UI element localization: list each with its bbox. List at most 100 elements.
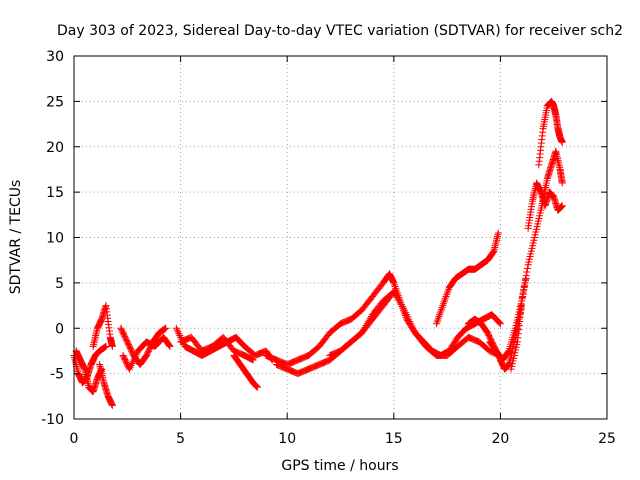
y-axis-label: SDTVAR / TECUs <box>8 180 24 295</box>
data-point <box>172 324 180 332</box>
data-points <box>70 97 566 409</box>
data-point <box>496 320 504 328</box>
data-point-interp <box>393 293 401 301</box>
series-sat-s <box>539 147 566 205</box>
data-point-interp <box>397 301 405 309</box>
data-point-interp <box>441 296 449 304</box>
x-tick-label: 20 <box>491 431 509 447</box>
data-point-interp <box>496 319 504 327</box>
data-point-interp <box>131 354 139 362</box>
data-point-interp <box>443 289 451 297</box>
series-sat-r <box>535 97 566 169</box>
data-point-interp <box>360 325 368 333</box>
y-tick-label: 20 <box>46 140 64 156</box>
data-point <box>390 279 398 287</box>
data-point <box>253 383 261 391</box>
data-point-interp <box>434 314 442 322</box>
data-point-interp <box>366 314 374 322</box>
data-point <box>518 297 526 305</box>
data-point-interp <box>436 309 444 317</box>
data-point-interp <box>520 286 528 294</box>
data-point-interp <box>175 330 183 338</box>
data-point-interp <box>391 283 399 291</box>
plot-frame <box>73 55 608 420</box>
data-point-interp <box>165 341 173 349</box>
data-point <box>108 401 116 409</box>
y-tick-label: 0 <box>55 321 64 337</box>
data-point <box>390 288 398 296</box>
data-point <box>102 342 110 350</box>
data-point-interp <box>399 304 407 312</box>
series-sat-m <box>432 229 502 328</box>
data-point-interp <box>522 272 530 280</box>
data-point <box>249 356 257 364</box>
data-point-interp <box>521 279 529 287</box>
data-point <box>439 302 447 310</box>
data-point-interp <box>441 294 449 302</box>
data-point-interp <box>362 322 370 330</box>
data-point <box>558 138 566 146</box>
x-tick-label: 5 <box>176 431 185 447</box>
data-point-interp <box>390 281 398 289</box>
y-tick-labels: -10 -5 0 5 10 15 20 25 30 <box>41 49 64 428</box>
series-sat-d <box>96 361 116 409</box>
data-point-interp <box>495 318 503 326</box>
data-point-interp <box>518 293 526 301</box>
data-point <box>125 365 133 373</box>
data-point-interp <box>130 356 138 364</box>
y-tick-label: 5 <box>55 276 64 292</box>
data-point-interp <box>434 316 442 324</box>
data-point-interp <box>394 295 402 303</box>
data-point-interp <box>520 283 528 291</box>
y-tick-label: -10 <box>41 412 64 428</box>
series-sat-h <box>177 333 257 364</box>
x-tick-label: 25 <box>598 431 616 447</box>
data-point-interp <box>128 360 136 368</box>
series-sat-i <box>230 351 261 391</box>
data-point <box>358 329 366 337</box>
x-tick-labels: 0 5 10 15 20 25 <box>70 431 616 447</box>
data-point-interp <box>364 318 372 326</box>
y-tick-label: 25 <box>46 94 64 110</box>
series-sat-q <box>524 179 566 232</box>
data-point-interp <box>131 352 139 360</box>
data-point <box>432 320 440 328</box>
data-point-interp <box>438 305 446 313</box>
data-point-interp <box>129 358 137 366</box>
data-point <box>558 202 566 210</box>
data-point-interp <box>391 290 399 298</box>
data-point-interp <box>173 326 181 334</box>
data-point-interp <box>126 363 134 371</box>
data-point-interp <box>439 300 447 308</box>
axis-ticks <box>73 55 608 420</box>
y-tick-label: -5 <box>50 367 64 383</box>
y-tick-label: 15 <box>46 185 64 201</box>
data-point-interp <box>392 292 400 300</box>
data-point-interp <box>396 299 404 307</box>
data-point-interp <box>442 292 450 300</box>
data-point-interp <box>176 332 184 340</box>
data-point-interp <box>523 264 531 272</box>
data-point-interp <box>361 323 369 331</box>
data-point-interp <box>440 298 448 306</box>
data-point-interp <box>438 303 446 311</box>
data-point-interp <box>395 297 403 305</box>
data-point-interp <box>435 312 443 320</box>
data-point-interp <box>504 349 512 357</box>
data-point-interp <box>433 318 441 326</box>
data-point <box>494 229 502 237</box>
data-point-interp <box>365 316 373 324</box>
data-point-interp <box>437 307 445 315</box>
data-point <box>558 179 566 187</box>
data-point-interp <box>436 311 444 319</box>
data-point-interp <box>444 287 452 295</box>
data-point-interp <box>132 351 140 359</box>
data-point <box>108 342 116 350</box>
data-point-interp <box>398 302 406 310</box>
grid-lines <box>74 56 607 419</box>
data-point-interp <box>174 328 182 336</box>
data-point-interp <box>363 320 371 328</box>
series-sat-j <box>262 270 504 369</box>
series-sat-g <box>172 324 276 364</box>
